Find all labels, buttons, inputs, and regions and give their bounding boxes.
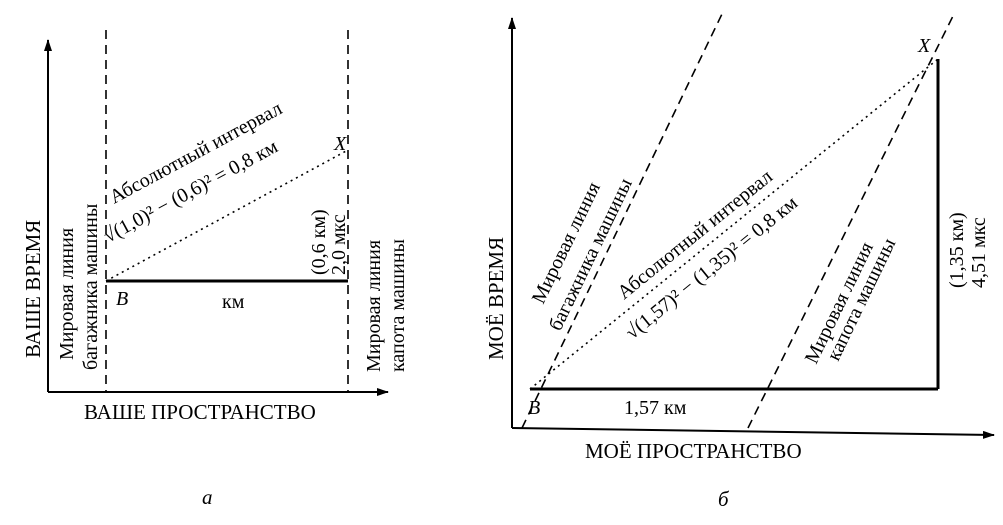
a-vertical-label-2: 2,0 мкс <box>328 214 350 275</box>
diagram-b: МОЁ ВРЕМЯ МОЁ ПРОСТРАНСТВО Мировая линия… <box>484 13 995 511</box>
b-trunk-world-line <box>521 13 723 429</box>
b-point-x: X <box>917 35 931 57</box>
b-interval-line <box>529 58 939 390</box>
a-caption: а <box>202 485 213 509</box>
b-point-b: B <box>528 397 540 419</box>
b-caption: б <box>718 487 730 511</box>
a-hood-line-label-2: капота машины <box>387 239 409 372</box>
a-trunk-line-label-1: Мировая линия <box>56 228 78 360</box>
a-trunk-line-label-2: багажника машины <box>80 204 102 370</box>
b-vertical-label-2: 4,51 мкс <box>968 217 990 288</box>
b-x-axis <box>511 427 995 439</box>
a-point-b: B <box>116 288 128 310</box>
b-y-axis-label: МОЁ ВРЕМЯ <box>484 237 508 360</box>
a-base-label: км <box>222 291 245 313</box>
a-x-axis-label: ВАШЕ ПРОСТРАНСТВО <box>84 400 316 424</box>
a-y-axis-label: ВАШЕ ВРЕМЯ <box>21 220 45 358</box>
b-x-axis-label: МОЁ ПРОСТРАНСТВО <box>585 439 802 463</box>
b-hood-world-line <box>747 13 955 429</box>
diagram-a: ВАШЕ ВРЕМЯ ВАШЕ ПРОСТРАНСТВО Мировая лин… <box>21 30 409 509</box>
b-vertical-label-1: (1,35 км) <box>946 212 968 288</box>
b-base-label: 1,57 км <box>624 397 687 419</box>
a-vertical-label-1: (0,6 км) <box>308 209 330 275</box>
a-point-x: X <box>333 133 347 155</box>
a-interval-line <box>105 149 349 282</box>
a-hood-line-label-1: Мировая линия <box>363 240 385 372</box>
